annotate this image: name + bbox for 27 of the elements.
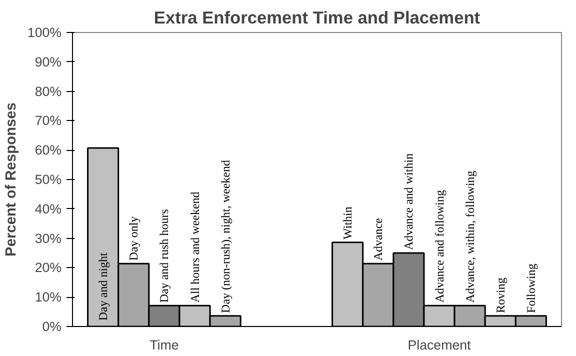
x-tick-label: Following bbox=[524, 264, 538, 313]
x-tick-label: Advance and following bbox=[432, 190, 446, 303]
text: Time bbox=[150, 338, 179, 352]
y-tick-label: 20% bbox=[34, 260, 62, 276]
x-tick-label: All hours and weekend bbox=[188, 192, 202, 303]
x-tick-label: Day (non-rush), night, weekend bbox=[218, 160, 232, 313]
x-tick-label: Advance, within, following bbox=[462, 170, 477, 303]
x-tick-label: Day only bbox=[126, 216, 141, 261]
y-tick-label: 90% bbox=[34, 54, 62, 70]
x-tick-label: Day and night bbox=[96, 252, 110, 321]
x-tick-label: Advance and within bbox=[402, 153, 416, 250]
y-tick-label: 40% bbox=[34, 201, 62, 216]
y-tick-label: 80% bbox=[34, 84, 62, 99]
x-tick-label: Advance bbox=[371, 218, 386, 261]
x-tick-label: Day and rush hours bbox=[157, 208, 172, 303]
text: Placement bbox=[408, 338, 472, 352]
x-tick-label: Within bbox=[340, 206, 355, 240]
y-tick-label: 100% bbox=[27, 25, 62, 40]
y-tick-label: 0% bbox=[42, 319, 62, 334]
chart-title: Extra Enforcement Time and Placement bbox=[154, 8, 480, 28]
y-tick-label: 60% bbox=[34, 142, 62, 158]
y-tick-label: 10% bbox=[34, 290, 62, 305]
y-tick-label: 30% bbox=[34, 230, 62, 246]
x-tick-label: Roving bbox=[493, 278, 508, 313]
y-tick-label: 70% bbox=[34, 113, 62, 128]
y-axis-title: Percent of Responses bbox=[3, 102, 20, 256]
y-tick-label: 50% bbox=[34, 172, 62, 187]
